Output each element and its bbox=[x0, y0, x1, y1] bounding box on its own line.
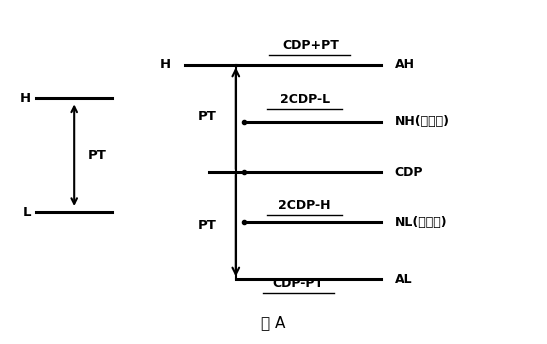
Text: 图 A: 图 A bbox=[261, 315, 286, 330]
Text: AL: AL bbox=[395, 273, 412, 286]
Text: PT: PT bbox=[198, 110, 217, 123]
Text: 2CDP-L: 2CDP-L bbox=[280, 93, 330, 106]
Text: CDP+PT: CDP+PT bbox=[283, 39, 340, 52]
Text: NL(买进点): NL(买进点) bbox=[395, 216, 447, 229]
Text: PT: PT bbox=[88, 149, 107, 162]
Text: L: L bbox=[22, 206, 31, 219]
Text: H: H bbox=[20, 92, 31, 105]
Text: PT: PT bbox=[198, 219, 217, 232]
Text: H: H bbox=[160, 58, 171, 71]
Text: CDP: CDP bbox=[395, 165, 423, 179]
Text: 2CDP-H: 2CDP-H bbox=[278, 198, 331, 212]
Text: CDP-PT: CDP-PT bbox=[272, 277, 323, 290]
Text: AH: AH bbox=[395, 58, 415, 71]
Text: NH(卖出点): NH(卖出点) bbox=[395, 115, 450, 128]
